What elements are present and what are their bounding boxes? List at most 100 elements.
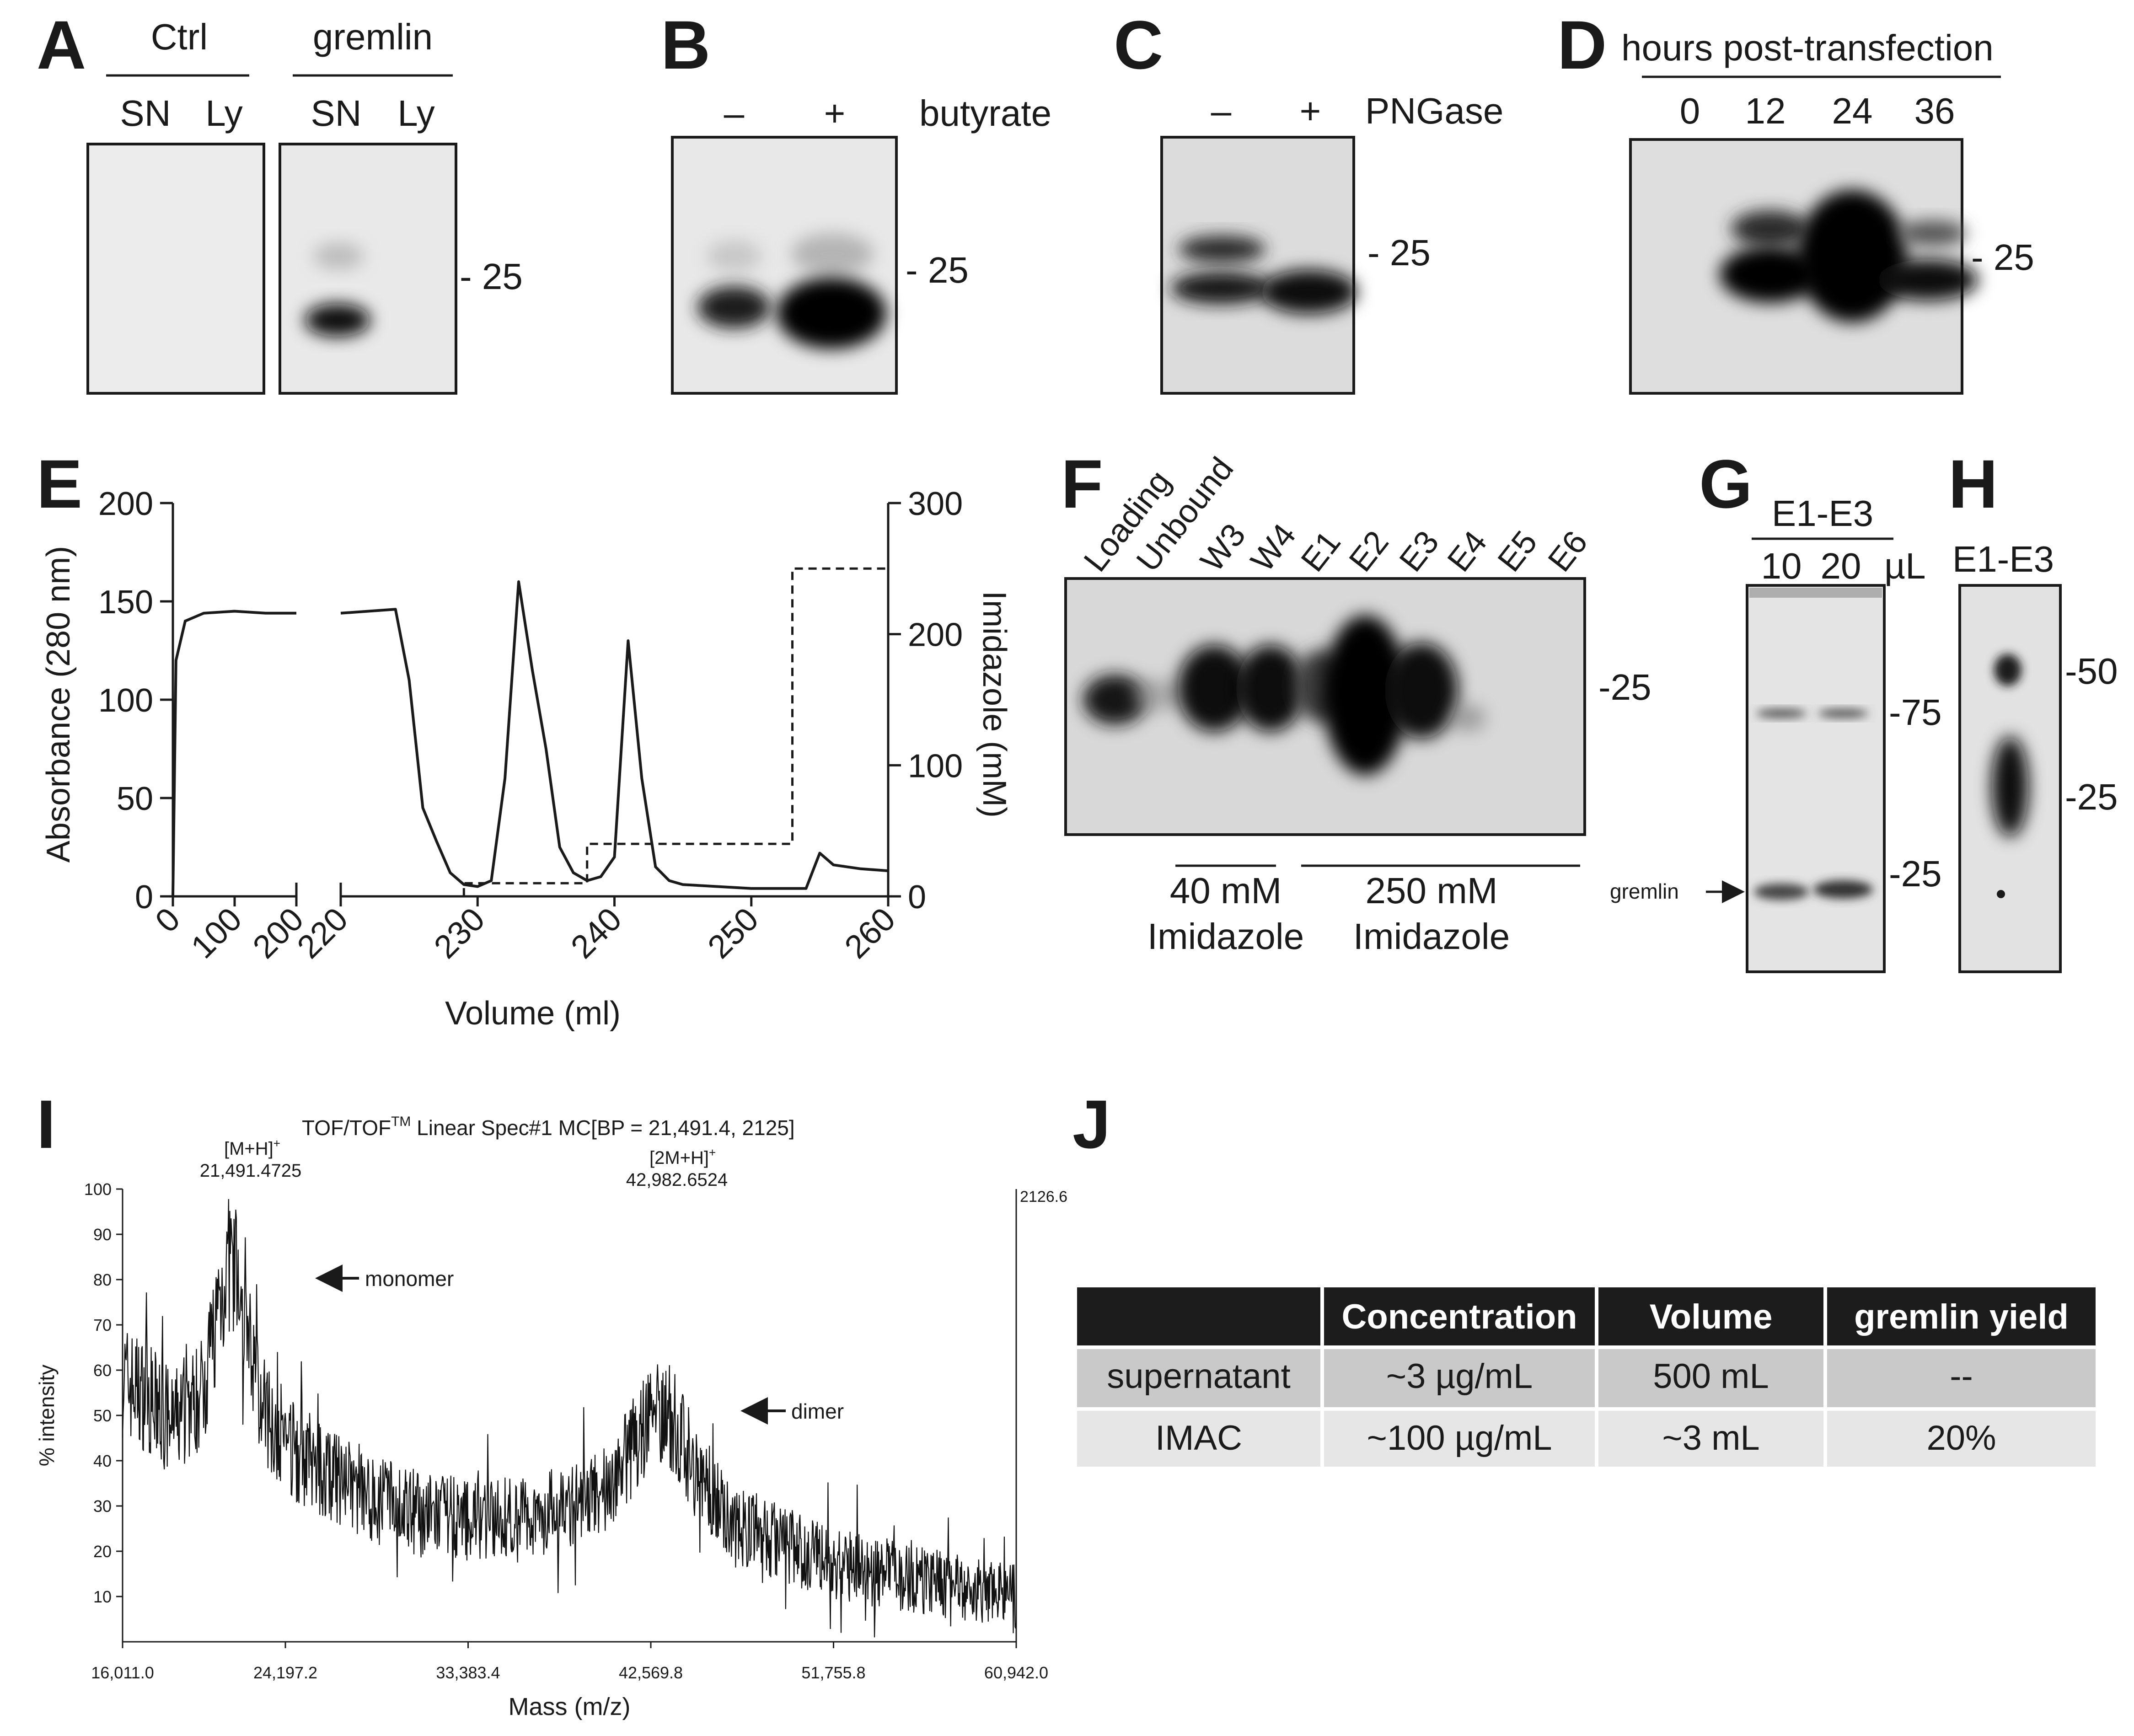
panel-label-c: C bbox=[1114, 6, 1163, 83]
panel-j-header-cell bbox=[1324, 1287, 1595, 1345]
panel-i-ylabel: % intensity bbox=[35, 1365, 59, 1466]
panel-f-band-w3 bbox=[1178, 645, 1251, 732]
panel-j-cell bbox=[1324, 1411, 1595, 1467]
panel-a-band-upper bbox=[313, 242, 364, 270]
panel-f-wash-conc: 40 mM bbox=[1170, 870, 1282, 911]
panel-i-y-tick-label: 10 bbox=[93, 1587, 112, 1606]
panel-j-cell bbox=[1598, 1411, 1823, 1467]
panel-e-right-tick-label: 300 bbox=[908, 486, 963, 522]
panel-e-xlabel: Volume (ml) bbox=[445, 995, 621, 1032]
panel-g-marker-75: -75 bbox=[1889, 692, 1942, 733]
panel-f-band-e4 bbox=[1451, 704, 1485, 732]
panel-i-y-tick-label: 20 bbox=[93, 1542, 112, 1561]
panel-d-band-12 bbox=[1720, 246, 1820, 303]
panel-e-x-tick-label: 230 bbox=[427, 901, 492, 966]
panel-i-x-tick-label: 33,383.4 bbox=[436, 1663, 500, 1682]
panel-e-x-tick-label: 100 bbox=[184, 901, 249, 966]
panel-f-lane-e6: E6 bbox=[1541, 524, 1595, 579]
panel-i-max-counts: 2126.6 bbox=[1020, 1188, 1067, 1206]
panel-c-band-upper bbox=[1179, 236, 1265, 263]
panel-g-gel bbox=[1746, 584, 1886, 973]
panel-label-d: D bbox=[1557, 6, 1607, 83]
panel-g-lane-20: 20 bbox=[1821, 546, 1861, 586]
panel-label-j: J bbox=[1072, 1086, 1110, 1163]
panel-f-band-unbound bbox=[1132, 679, 1182, 711]
panel-c-lane-minus: – bbox=[1211, 91, 1232, 131]
panel-i-y-tick-label: 90 bbox=[93, 1225, 112, 1244]
panel-j-cell bbox=[1598, 1349, 1823, 1407]
panel-i-x-tick-label: 51,755.8 bbox=[801, 1663, 865, 1682]
panel-i-x-tick-label: 24,197.2 bbox=[253, 1663, 317, 1682]
panel-i-peak1-label: [M+H]+ bbox=[224, 1136, 280, 1159]
panel-b-band-minus bbox=[697, 286, 771, 328]
panel-i-xlabel: Mass (m/z) bbox=[509, 1693, 631, 1720]
panel-f-band-e3 bbox=[1385, 643, 1458, 739]
panel-label-b: B bbox=[661, 6, 710, 83]
panel-e-absorbance-line-a bbox=[172, 610, 296, 897]
panel-j-cell bbox=[1827, 1349, 2096, 1407]
panel-a-lane-1: SN bbox=[120, 93, 171, 134]
panel-j-cell bbox=[1077, 1349, 1320, 1407]
panel-g-band-75-lane2 bbox=[1818, 709, 1868, 718]
panel-f-elute-label: Imidazole bbox=[1353, 916, 1510, 957]
panel-i-y-tick-label: 80 bbox=[93, 1270, 112, 1289]
panel-f-band-loading bbox=[1083, 675, 1147, 725]
panel-c-band-plus bbox=[1261, 270, 1357, 314]
panel-i-x-tick-label: 42,569.8 bbox=[619, 1663, 683, 1682]
panel-i-title: TOF/TOFTM Linear Spec#1 MC[BP = 21,491.4… bbox=[302, 1114, 795, 1140]
panel-d-lane-36: 36 bbox=[1914, 91, 1955, 131]
panel-d-band-36-upper bbox=[1898, 220, 1967, 246]
panel-j-header-text: Volume bbox=[1650, 1297, 1773, 1336]
panel-e-right-tick-label: 0 bbox=[908, 879, 926, 916]
panel-label-e: E bbox=[37, 445, 82, 522]
panel-b-band-plus bbox=[777, 278, 886, 349]
panel-g-header: E1-E3 bbox=[1772, 493, 1873, 534]
panel-f-lane-e4: E4 bbox=[1441, 524, 1494, 579]
panel-i-x-tick-label: 60,942.0 bbox=[984, 1663, 1048, 1682]
panel-i-dimer-label: dimer bbox=[791, 1399, 844, 1423]
panel-i-y-tick-label: 100 bbox=[84, 1180, 112, 1199]
panel-i-y-tick-label: 30 bbox=[93, 1497, 112, 1516]
panel-g-well-line bbox=[1749, 588, 1882, 598]
panel-h-band-25 bbox=[1992, 736, 2028, 837]
panel-e-left-tick-label: 0 bbox=[135, 879, 153, 916]
panel-b-marker-25: - 25 bbox=[906, 250, 969, 290]
panel-f-wash-label: Imidazole bbox=[1147, 916, 1304, 957]
panel-j-cell-text: ~100 µg/mL bbox=[1367, 1419, 1552, 1457]
panel-j-header-text: gremlin yield bbox=[1854, 1297, 2069, 1336]
panel-h-speck bbox=[1997, 890, 2005, 898]
panel-e-right-tick-label: 200 bbox=[908, 617, 963, 654]
panel-f-lane-e3: E3 bbox=[1393, 524, 1446, 579]
panel-f-lane-e2: E2 bbox=[1342, 524, 1396, 579]
panel-f-lane-e1: E1 bbox=[1294, 524, 1348, 579]
panel-g-band-gremlin-lane1 bbox=[1754, 884, 1809, 900]
panel-j-cell-text: supernatant bbox=[1107, 1357, 1290, 1396]
panel-b-lane-minus: – bbox=[724, 93, 745, 134]
panel-j-cell-text: 20% bbox=[1926, 1419, 1996, 1457]
panel-e-left-tick-label: 100 bbox=[98, 682, 153, 719]
panel-g-lane-10: 10 bbox=[1761, 546, 1802, 586]
panel-c-lane-plus: + bbox=[1300, 91, 1321, 131]
panel-d-lane-24: 24 bbox=[1832, 91, 1873, 131]
panel-e-x-tick-label: 250 bbox=[701, 901, 766, 966]
panel-g-arrow-label: gremlin bbox=[1610, 879, 1679, 903]
panel-e-left-tick-label: 50 bbox=[117, 781, 153, 817]
panel-g-band-gremlin-lane2 bbox=[1813, 880, 1873, 899]
panel-label-a: A bbox=[37, 6, 86, 83]
panel-i-x-tick-label: 16,011.0 bbox=[91, 1663, 154, 1682]
panel-j-cell bbox=[1827, 1411, 2096, 1467]
panel-i-y-tick-label: 70 bbox=[93, 1316, 112, 1334]
panel-label-f: F bbox=[1061, 445, 1103, 522]
panel-c-treatment: PNGase bbox=[1365, 91, 1503, 131]
panel-b-band-upper-plus bbox=[791, 233, 874, 274]
panel-f-lane-w4: W4 bbox=[1244, 517, 1303, 578]
panel-i-peak2-mass: 42,982.6524 bbox=[626, 1170, 728, 1190]
panel-h-marker-50: -50 bbox=[2065, 651, 2118, 691]
panel-j-cell-text: IMAC bbox=[1155, 1419, 1242, 1457]
panel-j-cell bbox=[1077, 1411, 1320, 1467]
panel-h-band-50 bbox=[1994, 654, 2021, 686]
panel-e-x-tick-label: 220 bbox=[290, 901, 355, 966]
panel-j-cell-text: ~3 µg/mL bbox=[1386, 1357, 1533, 1396]
panel-label-g: G bbox=[1699, 445, 1753, 522]
